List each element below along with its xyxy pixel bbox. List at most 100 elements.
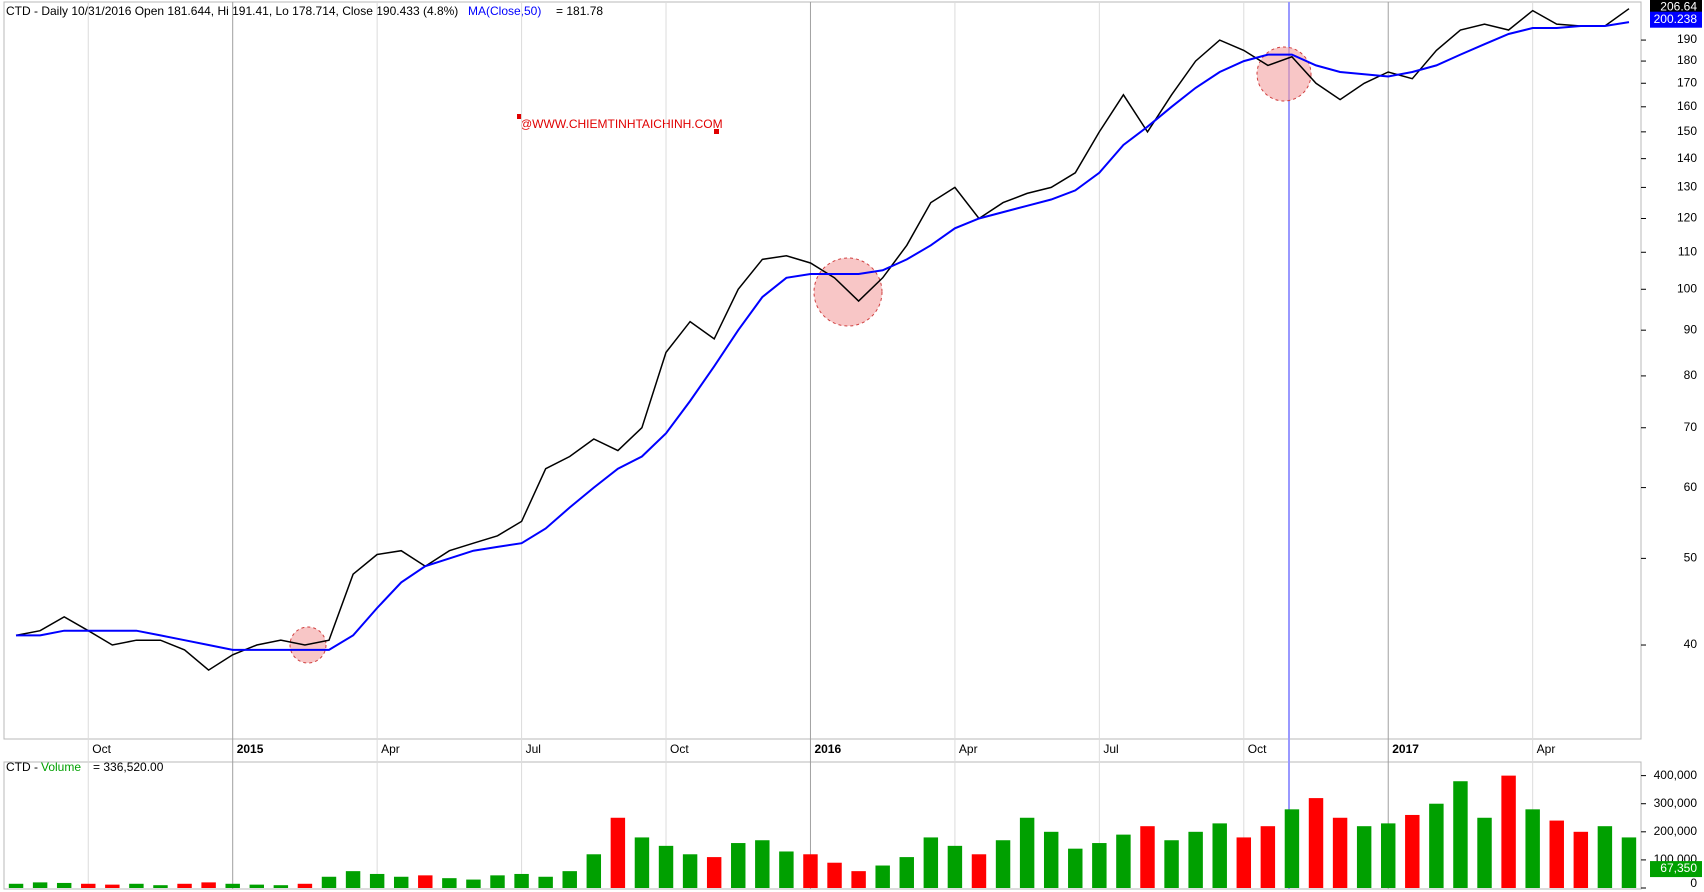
price-panel bbox=[3, 1, 1642, 740]
y-tick-label: 140 bbox=[1677, 151, 1697, 165]
volume-bar bbox=[923, 837, 939, 888]
y-tick-label: 400,000 bbox=[1654, 768, 1698, 782]
x-tick-label: Apr bbox=[381, 742, 400, 756]
value-badge bbox=[1650, 0, 1702, 16]
volume-bar bbox=[827, 862, 842, 888]
volume-bar bbox=[369, 873, 385, 888]
volume-bar bbox=[514, 873, 529, 888]
volume-bar bbox=[249, 884, 264, 888]
y-tick-label: 110 bbox=[1678, 244, 1697, 258]
volume-bar bbox=[947, 845, 963, 888]
volume-bar bbox=[731, 843, 746, 888]
volume-bar bbox=[658, 845, 674, 888]
volume-bar bbox=[442, 878, 457, 888]
volume-bar bbox=[56, 882, 72, 888]
volume-bar bbox=[1597, 826, 1613, 888]
volume-bar bbox=[1116, 834, 1131, 888]
volume-bar bbox=[177, 883, 192, 888]
x-tick-label: Jul bbox=[526, 742, 541, 756]
volume-bar bbox=[273, 885, 289, 888]
x-tick-label: Jul bbox=[1103, 742, 1118, 756]
volume-bar bbox=[297, 883, 313, 888]
y-tick-label: 200,000 bbox=[1654, 824, 1698, 838]
volume-panel bbox=[3, 761, 1642, 890]
volume-bar bbox=[1477, 817, 1492, 888]
volume-bar bbox=[1140, 826, 1155, 888]
volume-bar bbox=[1188, 831, 1203, 888]
value-badge bbox=[1650, 11, 1702, 28]
y-tick-label: 150 bbox=[1677, 124, 1697, 138]
volume-bar bbox=[779, 851, 794, 888]
volume-bar bbox=[586, 854, 602, 888]
volume-value: = 336,520.00 bbox=[93, 760, 164, 774]
x-tick-label: 2015 bbox=[237, 742, 264, 756]
volume-bar bbox=[755, 840, 770, 888]
volume-bar bbox=[105, 884, 120, 888]
volume-bar bbox=[225, 883, 240, 888]
volume-bar bbox=[129, 883, 144, 888]
volume-bar bbox=[466, 879, 481, 888]
x-tick-label: Oct bbox=[670, 742, 689, 756]
highlight-circle bbox=[813, 257, 883, 327]
volume-bar bbox=[1043, 831, 1059, 888]
price-line bbox=[15, 8, 1630, 672]
x-tick-label: Oct bbox=[1248, 742, 1267, 756]
y-tick-label: 90 bbox=[1684, 322, 1698, 336]
volume-bar bbox=[1621, 837, 1637, 888]
y-tick-label: 190 bbox=[1677, 32, 1697, 46]
volume-bar bbox=[1332, 817, 1348, 888]
value-badge-label: 206.64 bbox=[1660, 0, 1697, 14]
volume-bar bbox=[899, 857, 914, 888]
y-tick-label: 60 bbox=[1684, 480, 1698, 494]
volume-bar bbox=[1284, 809, 1300, 888]
watermark-handle bbox=[714, 129, 719, 134]
volume-bar bbox=[8, 883, 24, 888]
volume-bar bbox=[1308, 798, 1324, 888]
volume-bar bbox=[1573, 831, 1589, 888]
volume-bar bbox=[490, 875, 505, 888]
volume-bar bbox=[1501, 775, 1516, 888]
volume-bar bbox=[1525, 809, 1540, 888]
y-tick-label: 170 bbox=[1677, 75, 1697, 89]
volume-bar bbox=[1164, 840, 1179, 888]
volume-bar bbox=[803, 854, 818, 888]
volume-bar bbox=[201, 882, 216, 888]
volume-bar bbox=[706, 857, 722, 888]
x-tick-label: 2016 bbox=[814, 742, 841, 756]
y-tick-label: 0 bbox=[1690, 876, 1697, 890]
y-tick-label: 180 bbox=[1677, 53, 1697, 67]
legend-ma-value: = 181.78 bbox=[556, 4, 603, 18]
volume-bar bbox=[321, 876, 337, 888]
volume-bar bbox=[1381, 823, 1396, 888]
volume-bar bbox=[153, 885, 168, 888]
x-tick-label: Oct bbox=[92, 742, 111, 756]
y-tick-label: 50 bbox=[1684, 551, 1698, 565]
volume-bar bbox=[971, 854, 987, 888]
volume-bar bbox=[1453, 781, 1468, 888]
volume-bar bbox=[634, 837, 650, 888]
volume-bar bbox=[851, 871, 866, 888]
x-tick-label: Apr bbox=[1537, 742, 1556, 756]
volume-bar bbox=[1260, 826, 1276, 888]
y-tick-label: 40 bbox=[1684, 637, 1698, 651]
volume-bar bbox=[1356, 826, 1372, 888]
volume-bar bbox=[81, 883, 96, 888]
watermark-handle bbox=[517, 114, 522, 119]
y-tick-label: 160 bbox=[1677, 99, 1697, 113]
volume-bar bbox=[875, 865, 890, 888]
watermark: @WWW.CHIEMTINHTAICHINH.COM bbox=[520, 117, 723, 131]
volume-bar bbox=[682, 854, 698, 888]
volume-bar bbox=[1405, 814, 1420, 888]
y-tick-label: 130 bbox=[1677, 180, 1697, 194]
value-badge-label: 67,350 bbox=[1660, 861, 1697, 875]
legend-ma: MA(Close,50) bbox=[468, 4, 541, 18]
y-tick-label: 120 bbox=[1677, 211, 1697, 225]
volume-legend: Volume bbox=[41, 760, 81, 774]
ma-line bbox=[16, 21, 1630, 651]
volume-bar bbox=[32, 882, 48, 888]
y-tick-label: 80 bbox=[1684, 368, 1698, 382]
volume-bar bbox=[1549, 820, 1564, 888]
volume-bar bbox=[610, 817, 626, 888]
